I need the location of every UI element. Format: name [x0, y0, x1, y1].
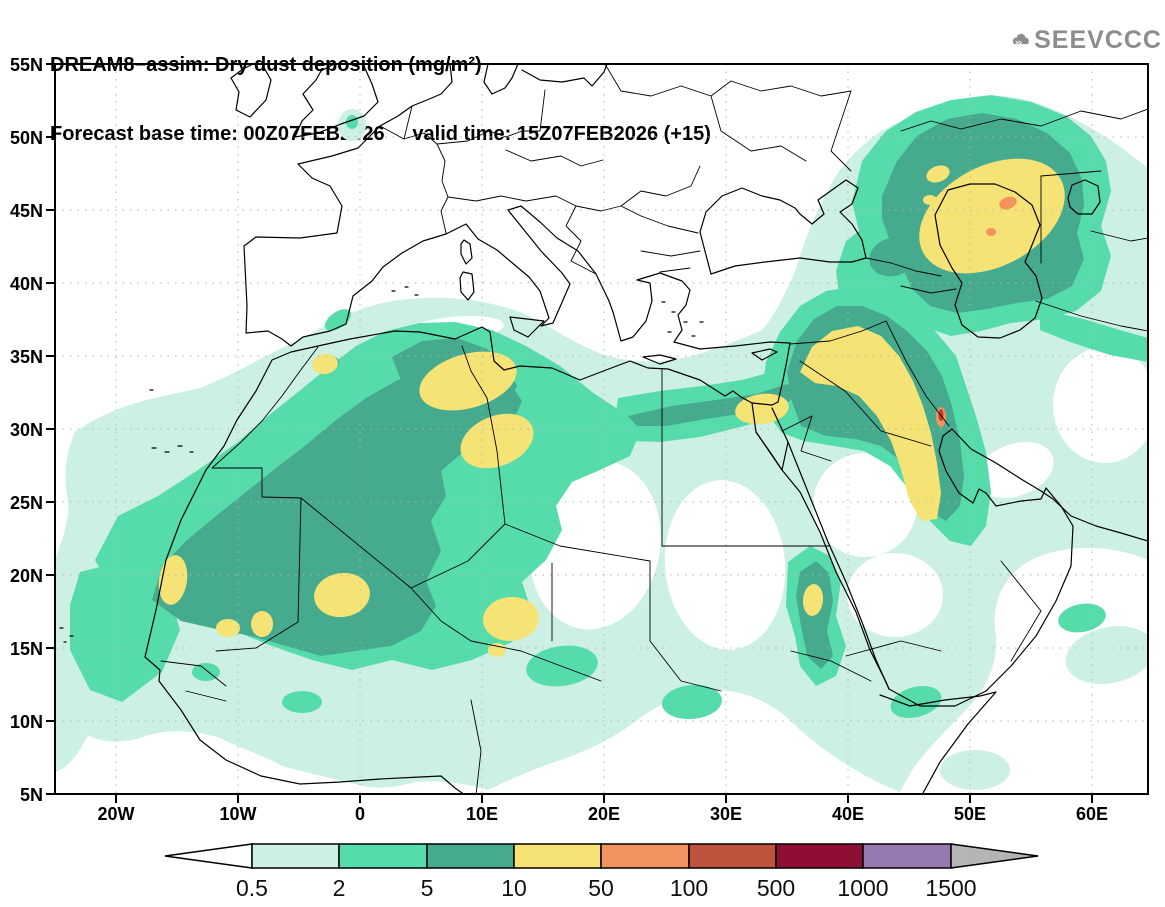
x-tick-label: 20E [588, 804, 620, 824]
colorbar-label: 5 [421, 875, 434, 901]
colorbar-box [338, 843, 428, 869]
dust-holes [400, 315, 1147, 650]
colorbar-label: 100 [670, 875, 708, 901]
x-tick-label: 50E [954, 804, 986, 824]
colorbar: 0.5 2 5 10 50 100 500 1000 1500 [164, 843, 1039, 901]
x-tick-label: 60E [1076, 804, 1108, 824]
y-tick-label: 35N [10, 347, 43, 367]
colorbar-box [426, 843, 515, 869]
y-tick-label: 20N [10, 566, 43, 586]
map-frame [46, 63, 1149, 803]
y-tick-label: 30N [10, 420, 43, 440]
coastlines [59, 65, 1147, 793]
logo-text: SEEVCCC [1034, 25, 1162, 54]
country-borders [160, 65, 1147, 793]
colorbar-label: 0.5 [236, 875, 268, 901]
y-tick-label: 25N [10, 493, 43, 513]
y-axis-labels: 55N 50N 45N 40N 35N 30N 25N 20N 15N 10N … [10, 55, 43, 805]
y-tick-label: 55N [10, 55, 43, 75]
colorbar-box [688, 843, 777, 869]
x-tick-label: 0 [355, 804, 365, 824]
colorbar-box [775, 843, 864, 869]
x-tick-label: 10E [466, 804, 498, 824]
dust-layer-10 [158, 158, 1065, 657]
cloud-icon [1012, 33, 1029, 45]
x-tick-label: 20W [97, 804, 134, 824]
axis-ticks [46, 63, 1093, 803]
y-tick-label: 10N [10, 712, 43, 732]
x-axis-labels: 20W 10W 0 10E 20E 30E 40E 50E 60E [97, 804, 1108, 824]
y-tick-label: 50N [10, 128, 43, 148]
x-tick-label: 40E [832, 804, 864, 824]
colorbar-label: 1500 [925, 875, 976, 901]
y-tick-label: 5N [20, 785, 43, 805]
colorbar-box [600, 843, 690, 869]
colorbar-box [862, 843, 952, 869]
colorbar-label: 2 [333, 875, 346, 901]
colorbar-label: 10 [501, 875, 527, 901]
y-tick-label: 40N [10, 274, 43, 294]
colorbar-labels: 0.5 2 5 10 50 100 500 1000 1500 [236, 875, 977, 901]
y-tick-label: 45N [10, 201, 43, 221]
y-tick-label: 15N [10, 639, 43, 659]
x-tick-label: 10W [219, 804, 256, 824]
x-tick-label: 30E [710, 804, 742, 824]
colorbar-box [513, 843, 602, 869]
colorbar-box [251, 843, 340, 869]
seevccc-logo: SEEVCCC [1010, 20, 1162, 60]
colorbar-above-max-arrow [950, 843, 1039, 869]
colorbar-label: 50 [588, 875, 614, 901]
colorbar-below-min-arrow [164, 843, 253, 869]
colorbar-label: 1000 [837, 875, 888, 901]
colorbar-label: 500 [757, 875, 795, 901]
